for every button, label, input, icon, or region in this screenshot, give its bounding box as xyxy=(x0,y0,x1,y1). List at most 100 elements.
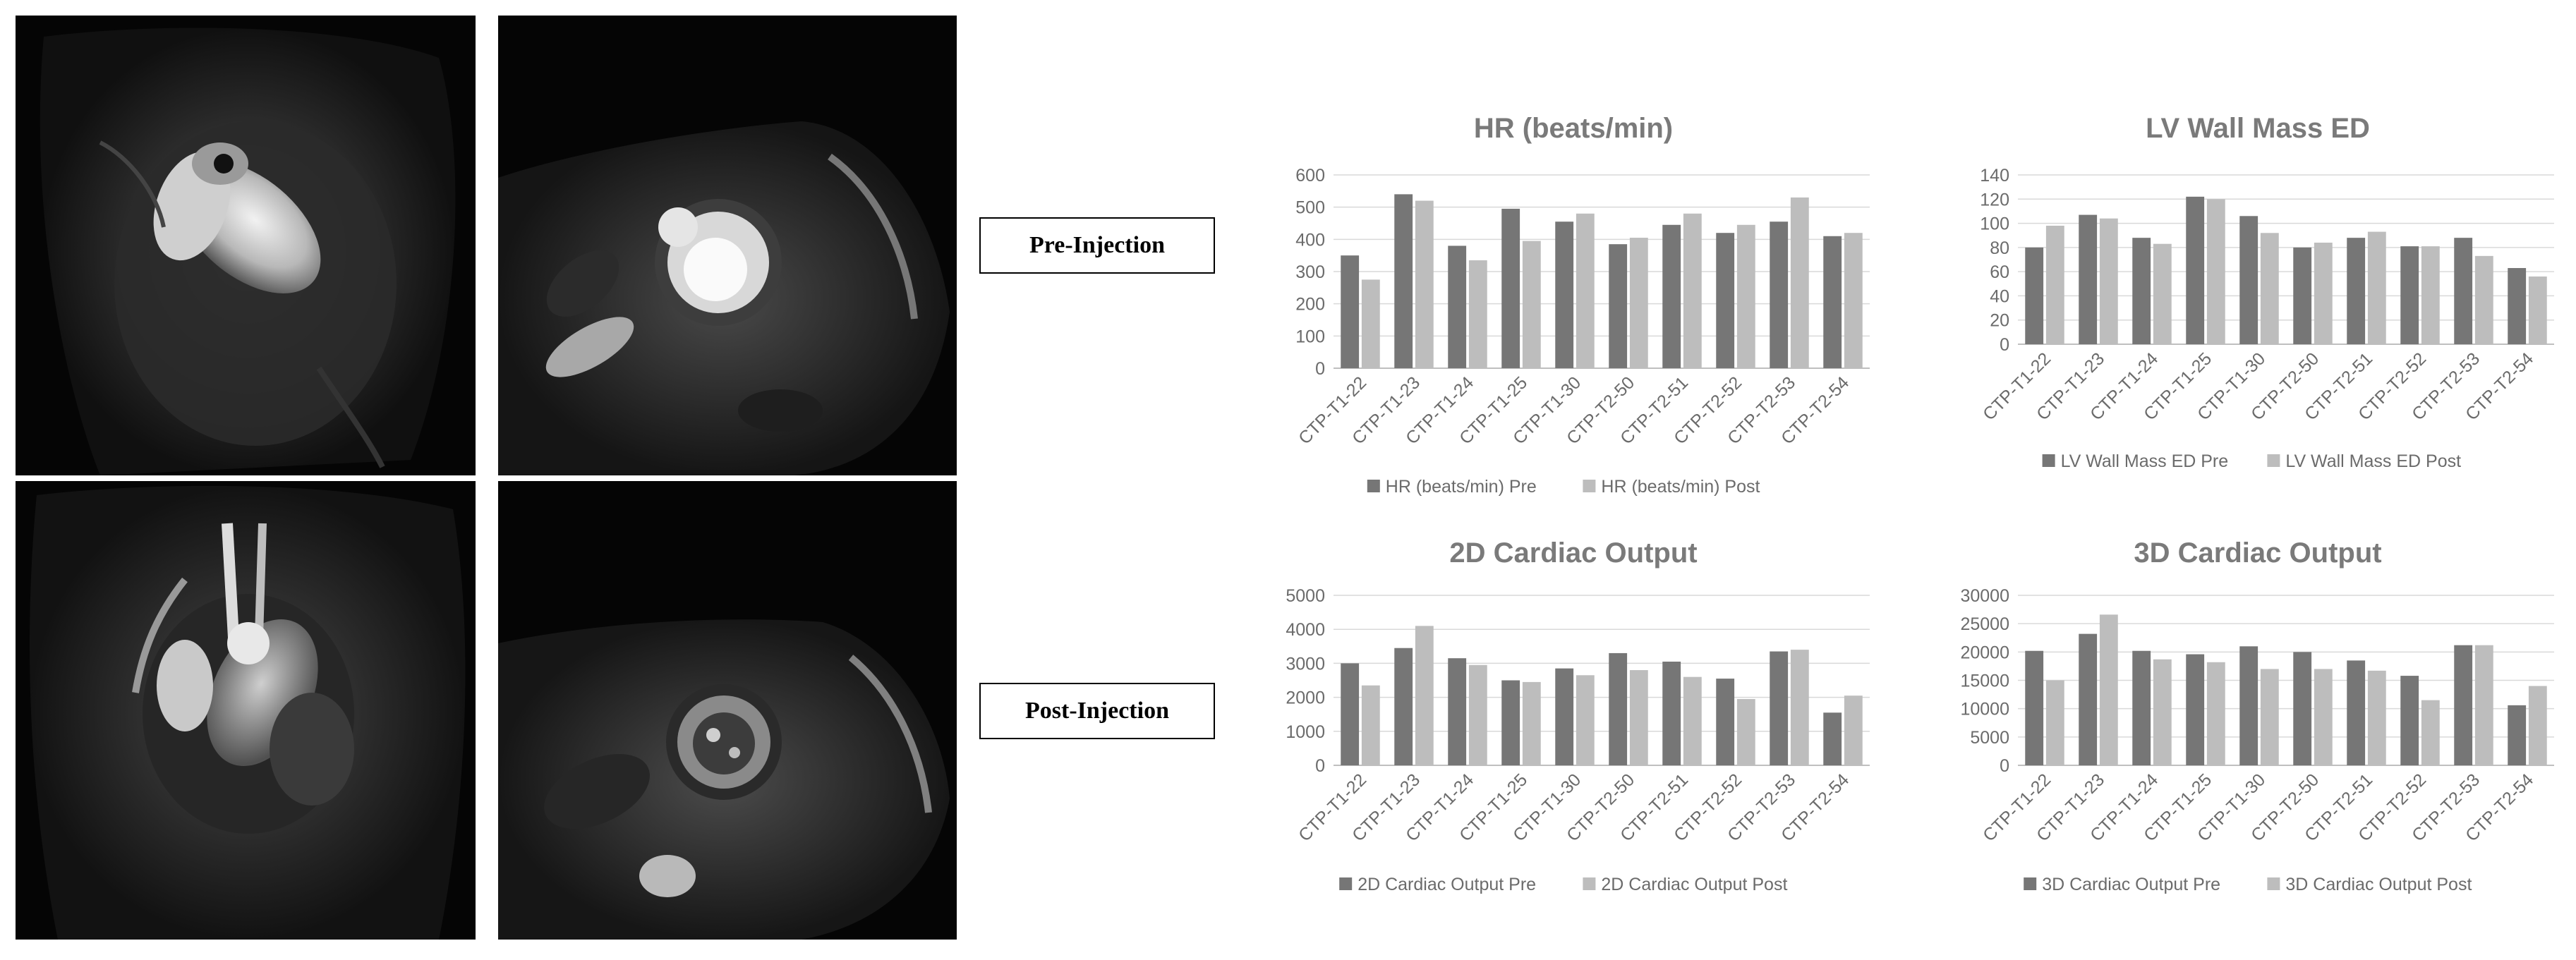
bar-pre xyxy=(1823,236,1842,368)
legend-swatch xyxy=(1583,877,1596,890)
legend-entry: 2D Cardiac Output Pre xyxy=(1357,875,1536,894)
bar-post xyxy=(1361,685,1380,765)
bar-pre xyxy=(1770,221,1789,368)
bar-post xyxy=(2260,669,2279,765)
bar-pre xyxy=(2186,654,2205,765)
bar-post xyxy=(2206,662,2225,765)
legend-swatch xyxy=(1367,480,1380,492)
bar-pre xyxy=(2347,238,2366,344)
bar-post xyxy=(1736,699,1755,765)
chart-2d-cardiac-output-svg: 2D Cardiac Output010002000300040005000CT… xyxy=(1286,537,1870,894)
y-tick-label: 10000 xyxy=(1960,700,2009,719)
chart-hr-svg: HR (beats/min)0100200300400500600CTP-T1-… xyxy=(1295,113,1870,497)
y-tick-label: 120 xyxy=(1980,190,2009,209)
legend-swatch xyxy=(2042,454,2055,467)
bar-pre xyxy=(2132,238,2151,344)
bar-post xyxy=(1736,224,1755,368)
bar-post xyxy=(2314,243,2333,344)
bar-pre xyxy=(2400,676,2419,765)
bar-pre xyxy=(1501,680,1520,765)
y-tick-label: 0 xyxy=(2000,335,2009,355)
bar-post xyxy=(1415,200,1434,368)
bar-pre xyxy=(1394,194,1413,368)
y-tick-label: 0 xyxy=(1315,756,1325,776)
chart-title: 3D Cardiac Output xyxy=(2134,537,2381,569)
bar-post xyxy=(1522,241,1541,368)
legend-entry: 3D Cardiac Output Pre xyxy=(2042,875,2220,894)
legend: 2D Cardiac Output Pre 2D Cardiac Output P… xyxy=(1339,875,1787,894)
bar-pre xyxy=(2400,246,2419,344)
y-tick-label: 3000 xyxy=(1286,654,1325,674)
chart-hr: HR (beats/min) 0 100 200 300 400 500 600 CTP-T1-… xyxy=(1263,106,1884,515)
bar-post xyxy=(2528,686,2547,765)
chart-title: LV Wall Mass ED xyxy=(2146,113,2370,144)
bar-pre xyxy=(1448,245,1467,368)
bar-pre xyxy=(1341,255,1360,368)
y-tick-label: 80 xyxy=(1990,238,2009,258)
bar-post xyxy=(2474,255,2493,344)
mri-post-coronal xyxy=(16,481,476,940)
bar-pre xyxy=(2347,660,2366,765)
bar-post xyxy=(1415,626,1434,765)
bar-pre xyxy=(1716,233,1735,368)
bar-post xyxy=(1576,213,1595,368)
chart-3d-cardiac-output: 3D Cardiac Output 0 5000 10000 15000 20000 250… xyxy=(1947,530,2568,911)
post-injection-label: Post-Injection xyxy=(979,683,1215,739)
bar-pre xyxy=(2293,247,2312,344)
legend-swatch xyxy=(2267,877,2280,890)
bar-post xyxy=(1468,664,1487,765)
bar-post xyxy=(2099,614,2118,765)
bar-pre xyxy=(2186,196,2205,344)
legend: 3D Cardiac Output Pre 3D Cardiac Output P… xyxy=(2024,875,2472,894)
bar-post xyxy=(1522,681,1541,765)
y-tick-label: 2000 xyxy=(1286,688,1325,708)
y-tick-label: 100 xyxy=(1980,214,2009,234)
bar-post xyxy=(1361,279,1380,368)
bar-pre xyxy=(2293,652,2312,765)
bar-post xyxy=(2421,246,2440,344)
legend-entry: 2D Cardiac Output Post xyxy=(1601,875,1787,894)
bar-pre xyxy=(1394,648,1413,765)
chart-title: 2D Cardiac Output xyxy=(1449,537,1697,569)
bar-post xyxy=(1629,238,1648,368)
bar-post xyxy=(2153,243,2172,344)
y-tick-label: 60 xyxy=(1990,262,2009,282)
bar-pre xyxy=(1716,679,1735,765)
bar-pre xyxy=(2079,214,2098,344)
y-tick-label: 140 xyxy=(1980,166,2009,186)
legend-swatch xyxy=(1339,877,1353,890)
bar-post xyxy=(1844,695,1863,765)
chart-3d-cardiac-output-svg: 3D Cardiac Output 0 5000 10000 15000 20000 250… xyxy=(1960,537,2554,894)
bar-pre xyxy=(1609,652,1628,765)
bar-post xyxy=(2367,670,2386,765)
bar-post xyxy=(1844,233,1863,368)
y-tick-label: 400 xyxy=(1295,230,1325,250)
bar-post xyxy=(1790,650,1809,765)
bar-post xyxy=(1790,197,1809,368)
bar-post xyxy=(1683,676,1702,765)
legend-entry: LV Wall Mass ED Pre xyxy=(2061,451,2229,471)
bar-post xyxy=(2153,659,2172,765)
y-tick-label: 100 xyxy=(1295,327,1325,346)
y-tick-label: 20000 xyxy=(1960,643,2009,662)
y-tick-label: 0 xyxy=(1315,359,1325,379)
legend-entry: HR (beats/min) Post xyxy=(1601,477,1760,497)
mri-pre-axial xyxy=(498,16,957,475)
bar-pre xyxy=(2239,216,2258,344)
y-tick-label: 5000 xyxy=(1970,728,2009,748)
bar-pre xyxy=(1662,661,1681,765)
chart-lv-wall-mass: LV Wall Mass ED 0 20 40 60 80 100 120 140 CTP-T1-… xyxy=(1947,106,2568,490)
mri-pre-coronal xyxy=(16,16,476,475)
bar-pre xyxy=(2132,650,2151,765)
chart-title: HR (beats/min) xyxy=(1474,113,1673,144)
y-tick-label: 0 xyxy=(2000,756,2009,776)
bar-post xyxy=(2045,226,2064,344)
bar-post xyxy=(2474,645,2493,765)
bar-pre xyxy=(2508,268,2527,344)
bar-post xyxy=(2421,700,2440,765)
bar-pre xyxy=(2454,645,2473,765)
bar-post xyxy=(2045,680,2064,765)
y-tick-label: 25000 xyxy=(1960,614,2009,634)
bar-pre xyxy=(1770,651,1789,765)
legend: HR (beats/min) Pre HR (beats/min) Post xyxy=(1367,477,1760,497)
